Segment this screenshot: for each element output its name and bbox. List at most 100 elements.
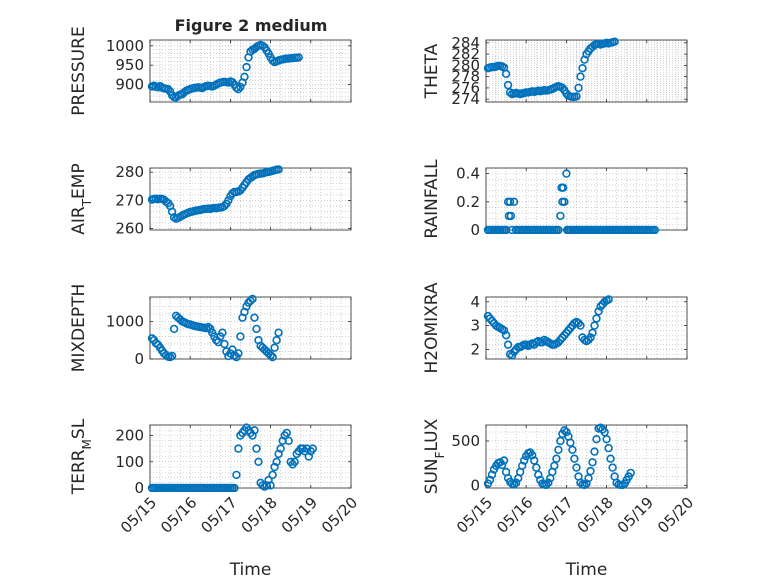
y-tick-label: 270 bbox=[115, 191, 144, 209]
data-point bbox=[588, 328, 597, 337]
data-point bbox=[250, 313, 259, 322]
data-point bbox=[576, 72, 585, 81]
y-tick-label: 274 bbox=[451, 90, 480, 108]
data-point bbox=[529, 456, 539, 465]
data-point bbox=[509, 347, 519, 356]
data-point bbox=[230, 351, 239, 360]
data-point bbox=[240, 72, 249, 82]
y-tick-label: 200 bbox=[115, 427, 144, 445]
y-tick-label: 0 bbox=[470, 221, 480, 239]
data-point bbox=[499, 326, 509, 335]
data-point bbox=[163, 84, 173, 94]
data-point bbox=[220, 339, 229, 349]
series-markers bbox=[483, 295, 613, 360]
data-point bbox=[608, 463, 617, 472]
data-point bbox=[254, 457, 263, 466]
data-point bbox=[274, 328, 283, 337]
y-tick-label: 0 bbox=[470, 476, 480, 494]
data-point bbox=[566, 438, 575, 447]
data-point bbox=[167, 351, 177, 361]
data-point bbox=[282, 428, 291, 438]
data-point bbox=[554, 445, 563, 454]
series-markers bbox=[147, 165, 283, 223]
subplot-4: 0 0.2 0.4 RAINFALL bbox=[422, 159, 688, 239]
data-point bbox=[236, 332, 245, 341]
data-point bbox=[248, 294, 257, 304]
data-point bbox=[626, 468, 635, 478]
data-point bbox=[147, 334, 157, 343]
data-point bbox=[602, 435, 611, 444]
data-point bbox=[234, 444, 243, 453]
data-point bbox=[532, 463, 541, 472]
y-tick-label: 0 bbox=[134, 350, 144, 368]
data-point bbox=[232, 470, 241, 480]
y-tick-label: 1000 bbox=[106, 312, 144, 330]
data-point bbox=[234, 84, 243, 94]
data-point bbox=[501, 225, 511, 234]
data-point bbox=[230, 483, 239, 492]
data-point bbox=[556, 211, 565, 221]
data-point bbox=[570, 454, 579, 463]
data-point bbox=[236, 82, 245, 92]
data-point bbox=[584, 474, 593, 483]
y-tick-label: 260 bbox=[115, 220, 144, 238]
data-point bbox=[558, 333, 567, 342]
data-point bbox=[499, 456, 509, 465]
data-point bbox=[562, 427, 571, 437]
axes-box bbox=[149, 424, 352, 489]
data-point bbox=[610, 37, 619, 46]
y-tick-label: 280 bbox=[451, 56, 480, 74]
data-point bbox=[604, 443, 613, 453]
series-markers bbox=[147, 423, 317, 492]
y-tick-label: 100 bbox=[115, 453, 144, 471]
data-point bbox=[270, 462, 279, 472]
data-point bbox=[650, 225, 659, 234]
data-point bbox=[246, 296, 255, 305]
series-markers bbox=[483, 169, 659, 234]
data-point bbox=[556, 436, 565, 446]
x-axis-label: Time bbox=[229, 560, 272, 580]
data-point bbox=[588, 458, 597, 467]
data-point bbox=[506, 211, 516, 221]
data-point bbox=[590, 321, 599, 330]
y-axis-label: RAINFALL bbox=[422, 159, 442, 239]
y-tick-label: 950 bbox=[115, 56, 144, 74]
data-point bbox=[304, 452, 313, 461]
y-axis-label: MIXDEPTH bbox=[69, 284, 89, 373]
subplot-6: 2 3 4 H2OMIXRA bbox=[422, 282, 688, 374]
data-point bbox=[562, 169, 571, 178]
data-point bbox=[234, 349, 243, 358]
y-axis-label: PRESSURE bbox=[69, 26, 89, 115]
axes-box bbox=[149, 39, 352, 103]
data-point bbox=[505, 197, 515, 207]
subplot-3: 260 270 280 AIRTEMP bbox=[69, 163, 352, 238]
y-axis-label: H2OMIXRA bbox=[422, 282, 442, 373]
y-tick-label: 0.2 bbox=[456, 193, 480, 211]
series-markers bbox=[147, 294, 283, 362]
data-point bbox=[220, 201, 229, 211]
data-point bbox=[554, 225, 563, 234]
data-point bbox=[294, 53, 303, 62]
data-point bbox=[600, 427, 609, 437]
y-tick-label: 3 bbox=[470, 317, 480, 335]
data-point bbox=[250, 426, 259, 435]
data-point bbox=[511, 478, 521, 487]
y-axis-label: TERRMSL bbox=[69, 418, 94, 495]
data-point bbox=[242, 62, 251, 72]
data-point bbox=[558, 83, 567, 93]
y-tick-label: 276 bbox=[451, 79, 480, 97]
data-point bbox=[568, 445, 577, 454]
data-point bbox=[572, 463, 581, 472]
data-point bbox=[169, 324, 179, 334]
y-axis-label: THETA bbox=[422, 43, 442, 99]
data-point bbox=[576, 321, 585, 330]
data-point bbox=[503, 80, 513, 90]
y-tick-label: 500 bbox=[451, 432, 480, 450]
data-point bbox=[558, 183, 568, 192]
subplot-5: 0 1000 MIXDEPTH bbox=[69, 284, 352, 373]
data-point bbox=[592, 435, 601, 444]
data-point bbox=[519, 456, 529, 465]
y-tick-label: 0 bbox=[134, 479, 144, 497]
